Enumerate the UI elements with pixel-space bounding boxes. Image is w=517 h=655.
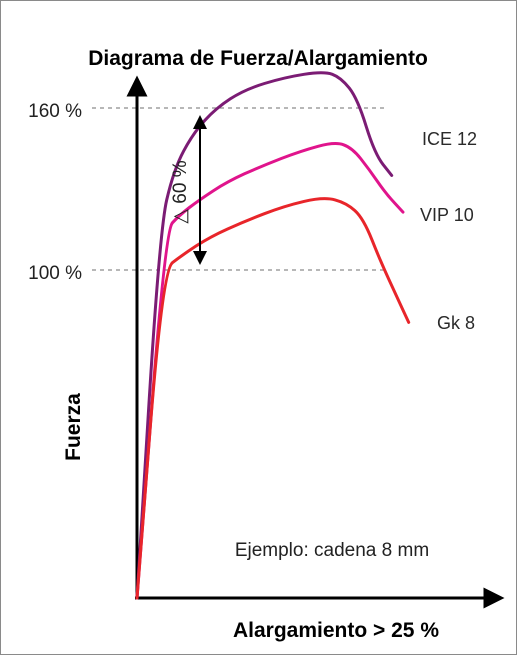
series-line-ice12 xyxy=(135,71,394,600)
y-axis-label: Fuerza xyxy=(62,393,85,461)
y-tick-label-100: 100 % xyxy=(28,263,82,284)
series-label-ice12: ICE 12 xyxy=(422,129,477,149)
series-line-gk8 xyxy=(135,197,411,600)
series-label-gk8: Gk 8 xyxy=(437,313,475,333)
chart-title: Diagrama de Fuerza/Alargamiento xyxy=(88,47,428,70)
delta-label: △ 60 % xyxy=(170,160,191,223)
y-tick-label-160: 160 % xyxy=(28,101,82,122)
series-line-vip10 xyxy=(135,142,405,600)
x-axis-label: Alargamiento > 25 % xyxy=(233,619,439,642)
example-note: Ejemplo: cadena 8 mm xyxy=(235,540,429,561)
series-group xyxy=(135,71,411,600)
series-label-vip10: VIP 10 xyxy=(420,205,474,225)
